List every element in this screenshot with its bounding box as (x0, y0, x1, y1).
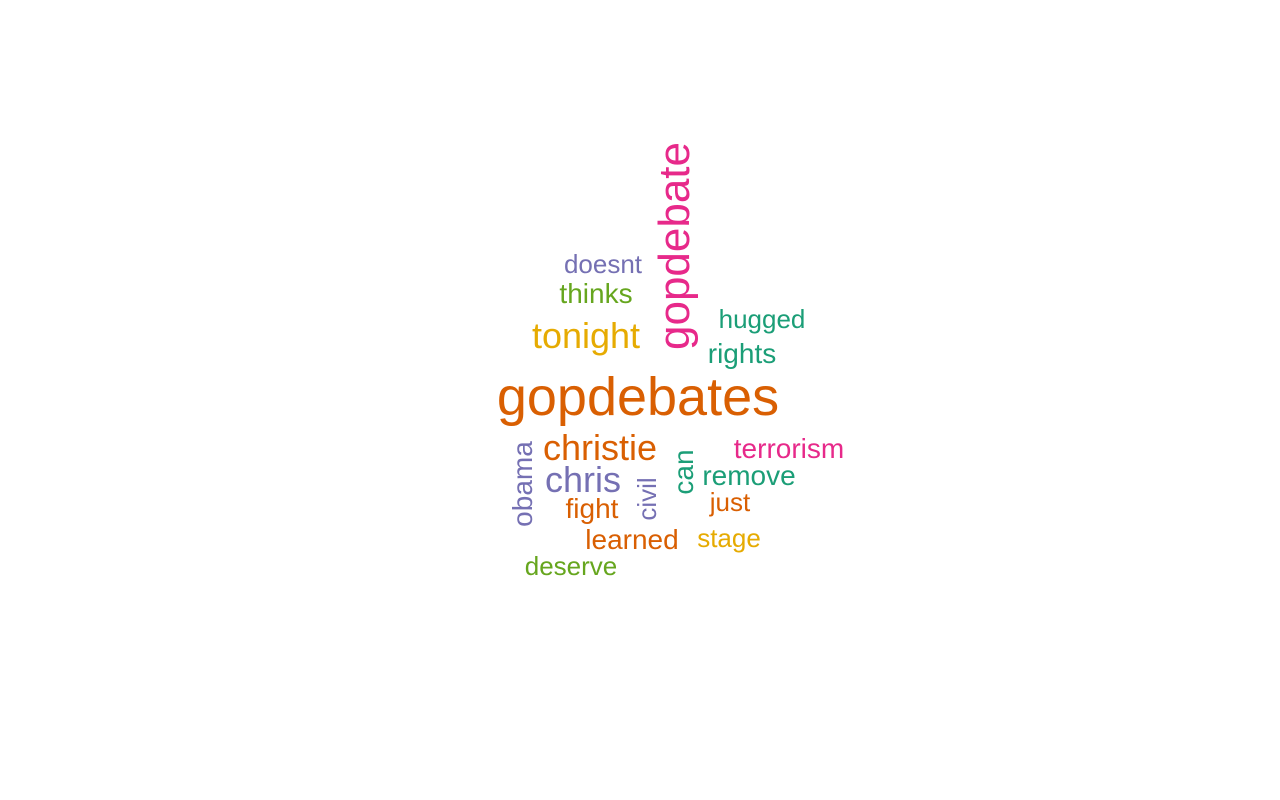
word-fight: fight (565, 493, 619, 524)
word-stage: stage (697, 523, 761, 553)
word-gopdebate: gopdebate (650, 142, 699, 350)
word-remove: remove (702, 460, 796, 491)
word-just: just (709, 487, 751, 517)
word-chris: chris (544, 459, 622, 500)
word-gopdebates: gopdebates (496, 367, 780, 427)
word-civil: civil (632, 477, 662, 521)
word-thinks: thinks (559, 278, 633, 309)
word-rights: rights (707, 338, 777, 369)
word-learned: learned (585, 524, 679, 555)
word-deserve: deserve (524, 551, 618, 581)
word-doesnt: doesnt (563, 249, 643, 279)
word-terrorism: terrorism (733, 433, 845, 464)
word-can: can (668, 449, 699, 495)
word-tonight: tonight (531, 315, 641, 356)
word-christie: christie (542, 427, 658, 468)
word-obama: obama (507, 441, 538, 527)
word-hugged: hugged (718, 304, 806, 334)
